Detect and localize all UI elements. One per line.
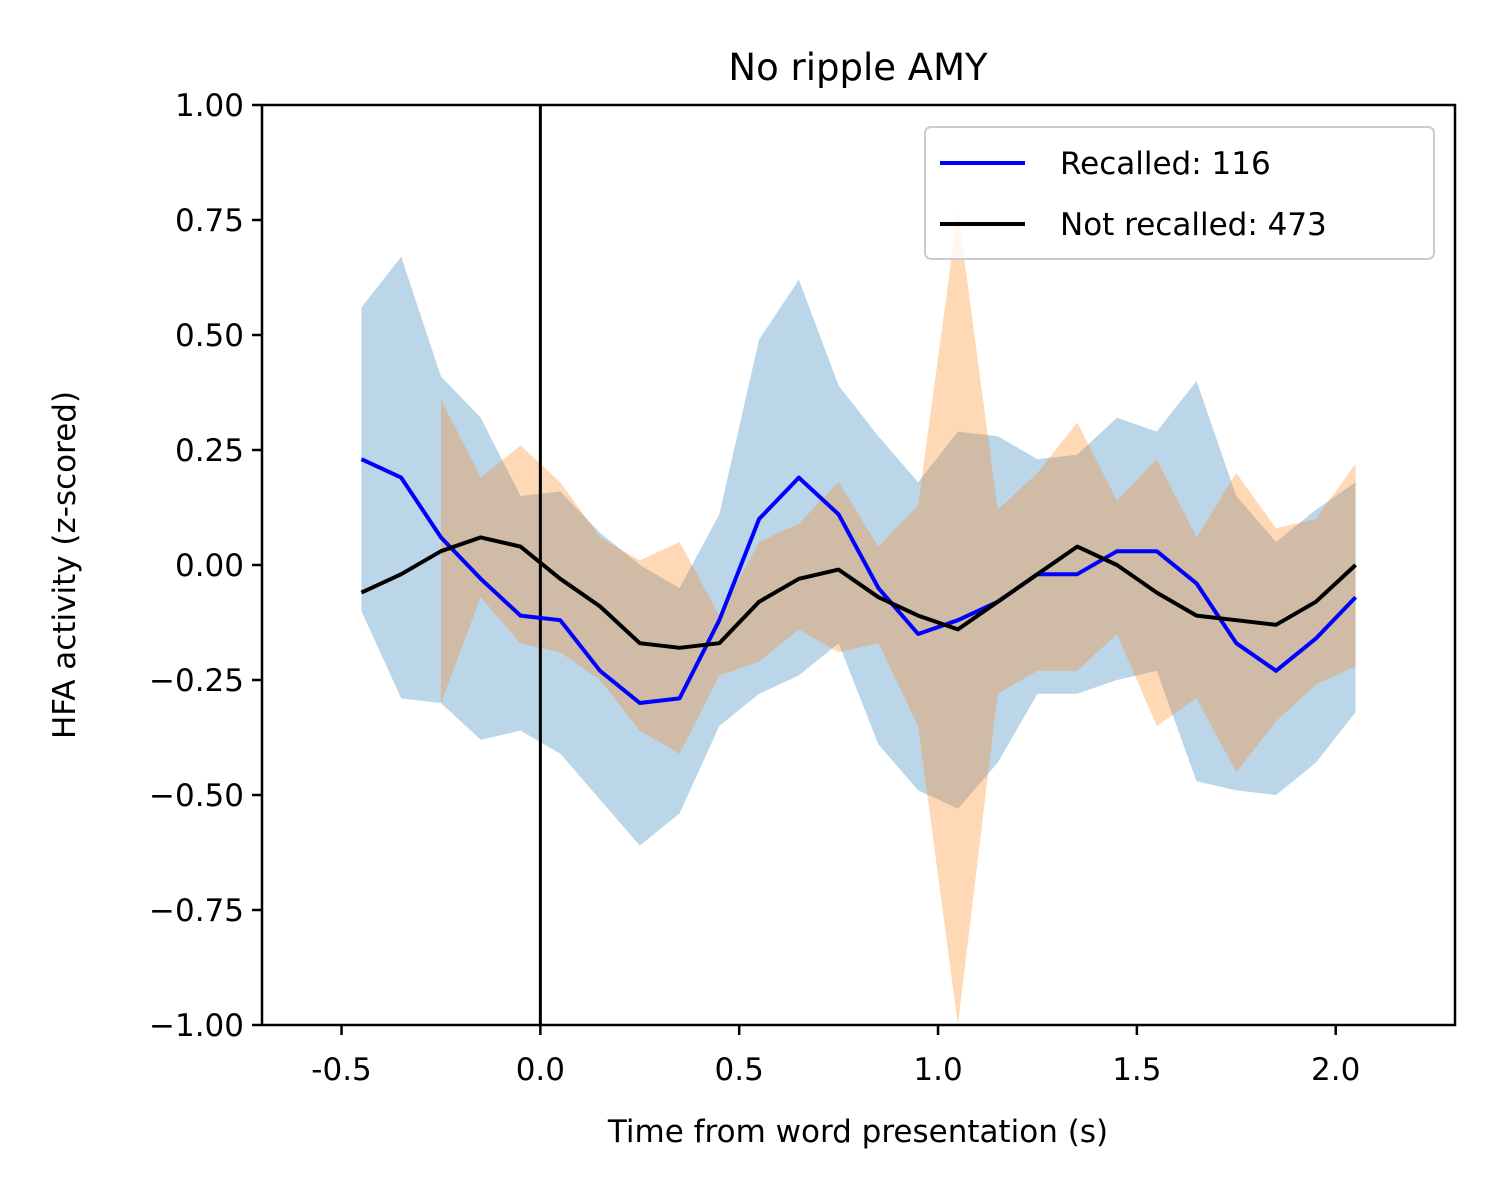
x-tick-label: -0.5 bbox=[311, 1052, 372, 1088]
x-tick-label: 1.0 bbox=[913, 1052, 962, 1088]
x-tick-label: 2.0 bbox=[1311, 1052, 1360, 1088]
legend-label: Recalled: 116 bbox=[1060, 146, 1271, 182]
x-tick-label: 1.5 bbox=[1112, 1052, 1161, 1088]
chart-title: No ripple AMY bbox=[728, 46, 988, 89]
x-tick-label: 0.0 bbox=[516, 1052, 565, 1088]
y-tick-label: 0.25 bbox=[175, 433, 244, 469]
y-tick-label: −0.25 bbox=[149, 663, 244, 699]
y-tick-label: 0.00 bbox=[175, 548, 244, 584]
series-line-recalled bbox=[360, 457, 1358, 705]
legend-label: Not recalled: 473 bbox=[1060, 207, 1327, 243]
confidence-band-not-recalled bbox=[440, 210, 1356, 1026]
y-tick-label: −0.75 bbox=[149, 893, 244, 929]
series-line-not-recalled bbox=[360, 535, 1357, 650]
y-tick-label: −0.50 bbox=[149, 778, 244, 814]
series-lines bbox=[360, 457, 1358, 705]
y-tick-label: 1.00 bbox=[175, 88, 244, 124]
y-axis: 1.00 0.75 0.50 0.25 0.00 −0.25 −0.50 −0.75 −1.00 bbox=[149, 88, 262, 1044]
y-tick-label: 0.50 bbox=[175, 318, 244, 354]
legend: Recalled: 116 Not recalled: 473 bbox=[924, 126, 1435, 260]
y-tick-label: −1.00 bbox=[149, 1008, 244, 1044]
y-axis-label: HFA activity (z-scored) bbox=[47, 391, 83, 739]
x-tick-label: 0.5 bbox=[715, 1052, 764, 1088]
x-axis: -0.5 0.0 0.5 1.0 1.5 2.0 bbox=[311, 1025, 1360, 1088]
legend-box bbox=[924, 126, 1435, 260]
x-axis-label: Time from word presentation (s) bbox=[607, 1114, 1108, 1150]
y-tick-label: 0.75 bbox=[175, 203, 244, 239]
